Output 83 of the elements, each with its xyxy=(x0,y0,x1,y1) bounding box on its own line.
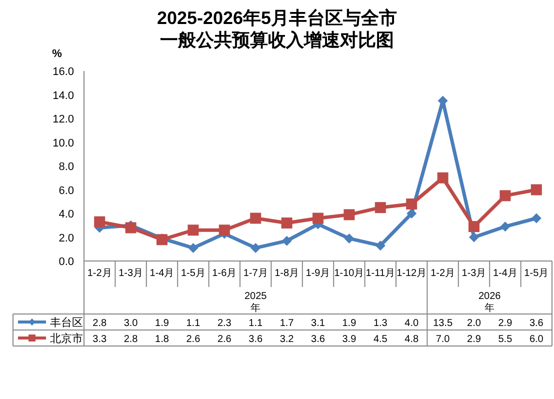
point xyxy=(406,198,418,210)
legend-label: 丰台区 xyxy=(50,316,83,329)
data-label: 2.3 xyxy=(217,318,232,329)
data-label: 1.1 xyxy=(248,318,263,329)
point xyxy=(344,209,355,220)
data-label: 3.6 xyxy=(248,334,263,345)
y-tick-label: 0.0 xyxy=(58,256,74,268)
data-label: 1.7 xyxy=(280,318,294,329)
legend-label: 北京市 xyxy=(50,332,83,345)
point xyxy=(344,233,354,244)
data-label: 3.2 xyxy=(280,334,294,345)
data-label: 2.0 xyxy=(467,318,482,329)
data-label: 1.3 xyxy=(373,318,388,329)
x-tick-label: 1-4月 xyxy=(150,268,174,279)
data-label: 4.5 xyxy=(373,334,388,345)
data-label: 1.9 xyxy=(342,318,357,329)
y-tick-label: 8.0 xyxy=(58,161,74,173)
y-tick-label: 10.0 xyxy=(52,137,74,150)
point xyxy=(406,208,417,218)
x-tick-label: 1-3月 xyxy=(462,268,486,279)
y-tick-label: 6.0 xyxy=(58,184,74,197)
point xyxy=(500,190,511,202)
point xyxy=(188,224,199,236)
chart-title: 2025-2026年5月丰台区与全市一般公共预算收入增速对比图 xyxy=(156,7,398,51)
data-label: 3.6 xyxy=(311,334,326,345)
data-label: 2.6 xyxy=(186,334,201,345)
y-tick-label: 14.0 xyxy=(52,90,74,102)
data-label: 4.8 xyxy=(404,334,419,345)
point xyxy=(188,242,198,253)
data-label: 2.9 xyxy=(467,334,482,345)
data-label: 3.3 xyxy=(92,334,107,345)
x-tick-label: 1-11月 xyxy=(366,268,396,279)
data-label: 3.0 xyxy=(124,318,138,329)
data-label: 1.1 xyxy=(186,318,201,329)
point xyxy=(94,216,106,228)
point xyxy=(250,242,261,253)
data-label: 2.9 xyxy=(498,318,513,329)
point xyxy=(468,221,480,232)
data-label: 1.8 xyxy=(155,334,170,345)
point xyxy=(218,224,230,236)
x-tick-label: 1-2月 xyxy=(430,268,456,279)
y-tick-label: 2.0 xyxy=(58,232,74,244)
data-label: 2.8 xyxy=(124,334,138,345)
data-label: 4.0 xyxy=(404,318,419,329)
point xyxy=(250,212,262,224)
y-tick-label: 16.0 xyxy=(52,66,74,78)
x-tick-label: 1-10月 xyxy=(334,268,364,279)
data-label: 6.0 xyxy=(529,334,544,345)
point xyxy=(374,202,386,214)
data-label: 5.5 xyxy=(498,334,513,345)
data-label: 7.0 xyxy=(436,334,450,345)
point xyxy=(437,172,448,184)
point xyxy=(375,240,386,251)
data-label: 2.8 xyxy=(92,318,107,329)
data-label: 13.5 xyxy=(433,318,453,329)
point xyxy=(282,236,292,246)
y-tick-label: 12.0 xyxy=(52,114,74,126)
data-label: 1.9 xyxy=(155,318,170,329)
x-tick-label: 1-7月 xyxy=(243,268,268,279)
point xyxy=(530,184,542,196)
point xyxy=(500,222,510,232)
data-label: 3.9 xyxy=(342,334,357,345)
point xyxy=(469,232,479,242)
point xyxy=(531,213,542,224)
x-tick-label: 1-12月 xyxy=(396,268,427,279)
x-tick-label: 1-3月 xyxy=(118,268,144,279)
point xyxy=(281,218,292,228)
y-axis-title: % xyxy=(52,48,62,60)
x-tick-label: 1-2月 xyxy=(87,268,112,279)
text: 2026年 xyxy=(478,291,502,314)
x-tick-label: 1-8月 xyxy=(274,268,300,279)
x-tick-label: 1-5月 xyxy=(524,268,549,279)
data-label: 3.6 xyxy=(529,318,544,329)
x-tick-label: 1-9月 xyxy=(306,268,330,279)
data-label: 2.6 xyxy=(217,334,232,345)
point xyxy=(312,212,324,224)
x-tick-label: 1-4月 xyxy=(492,268,518,279)
x-tick-label: 1-5月 xyxy=(180,268,206,279)
text: 2025年 xyxy=(244,291,268,314)
x-tick-label: 1-6月 xyxy=(212,268,237,279)
data-label: 3.1 xyxy=(311,318,326,329)
y-tick-label: 4.0 xyxy=(58,208,74,220)
point xyxy=(125,222,136,234)
